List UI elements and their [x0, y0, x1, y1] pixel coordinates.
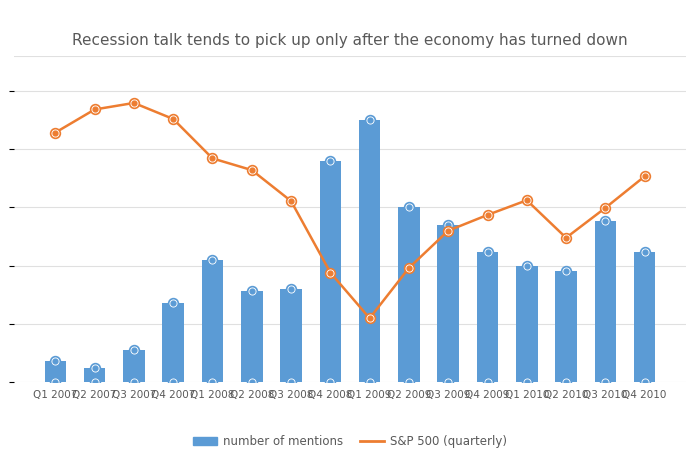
Bar [45, 361, 66, 382]
Bar [634, 252, 655, 382]
Bar [84, 368, 106, 382]
Bar [359, 120, 380, 382]
Bar [477, 252, 498, 382]
Bar [516, 266, 538, 382]
Title: Recession talk tends to pick up only after the economy has turned down: Recession talk tends to pick up only aft… [72, 33, 628, 48]
Bar [320, 161, 341, 382]
Bar [594, 221, 616, 382]
Bar [555, 271, 577, 382]
Bar [398, 207, 420, 382]
Bar [162, 303, 184, 382]
Bar [241, 291, 262, 382]
Bar [438, 225, 459, 382]
Bar [202, 260, 223, 382]
Bar [280, 289, 302, 382]
Bar [123, 350, 145, 382]
Legend: number of mentions, S&P 500 (quarterly): number of mentions, S&P 500 (quarterly) [188, 431, 512, 453]
